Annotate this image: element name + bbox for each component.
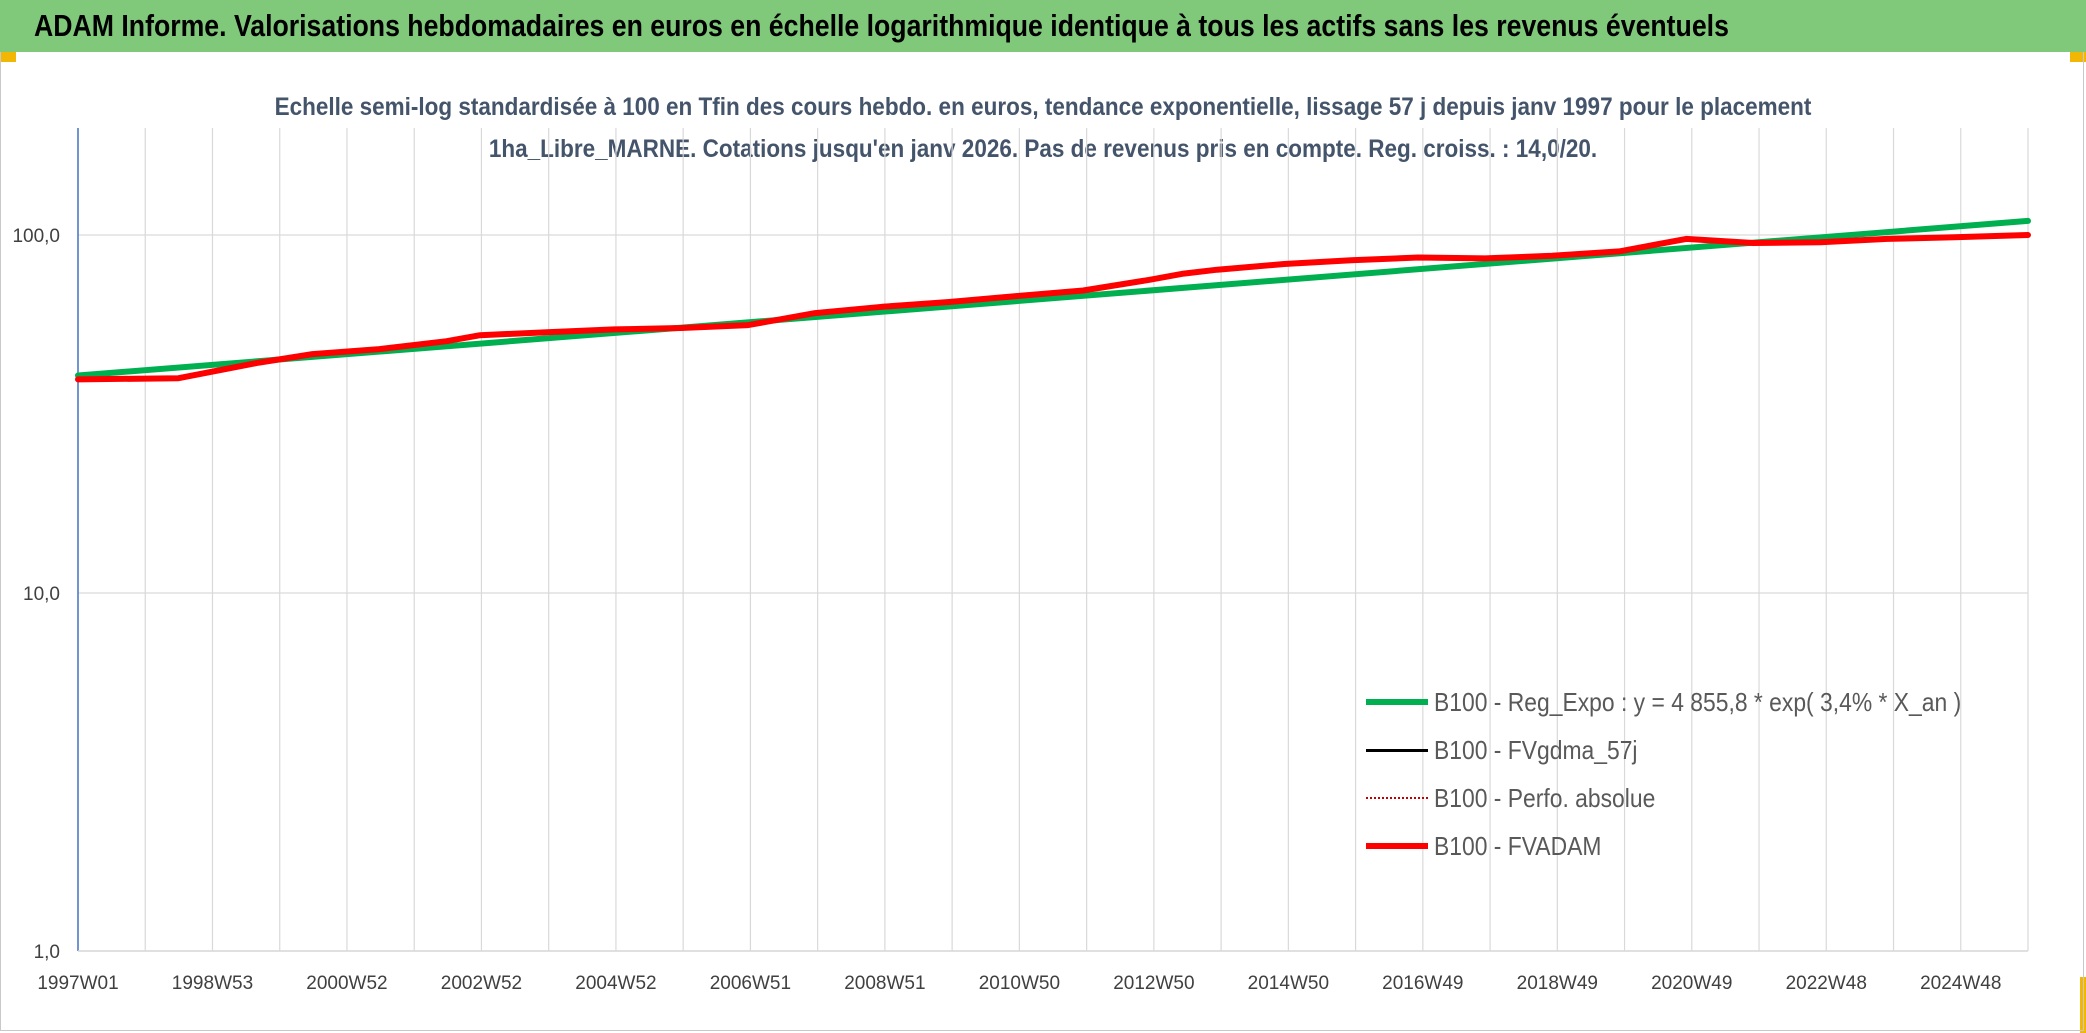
- x-tick-label: 2004W52: [575, 973, 656, 994]
- legend-label-perfo-absolue: B100 - Perfo. absolue: [1434, 782, 1656, 813]
- chart-frame: [0, 52, 2084, 1031]
- y-tick-label: 10,0: [23, 584, 60, 605]
- legend-label-fvgdma: B100 - FVgdma_57j: [1434, 734, 1638, 765]
- x-tick-label: 2006W51: [710, 973, 791, 994]
- legend-label-reg-expo: B100 - Reg_Expo : y = 4 855,8 * exp( 3,4…: [1434, 686, 1962, 717]
- x-tick-label: 2024W48: [1920, 973, 2001, 994]
- chart-subtitle: Echelle semi-log standardisée à 100 en T…: [274, 93, 1812, 163]
- y-tick-label: 100,0: [12, 226, 60, 247]
- x-tick-label: 2020W49: [1651, 973, 1732, 994]
- series-line-0: [75, 217, 2031, 379]
- series-line-3: [75, 232, 2031, 383]
- legend-swatch-fvgdma: [1366, 748, 1428, 752]
- x-tick-label: 2008W51: [844, 973, 925, 994]
- series-lines: [75, 217, 2031, 383]
- corner-mark-top-right: [2070, 52, 2086, 62]
- legend-item-fvadam: B100 - FVADAM: [1366, 822, 2033, 870]
- y-tick-label: 1,0: [34, 942, 60, 963]
- corner-mark-top-left: [0, 52, 16, 62]
- x-tick-label: 2018W49: [1517, 973, 1598, 994]
- x-tick-label: 2000W52: [306, 973, 387, 994]
- chart-legend: B100 - Reg_Expo : y = 4 855,8 * exp( 3,4…: [1366, 678, 2033, 870]
- legend-swatch-reg-expo: [1366, 699, 1428, 705]
- x-tick-label: 2002W52: [441, 973, 522, 994]
- x-tick-label: 2010W50: [979, 973, 1060, 994]
- legend-item-perfo-absolue: B100 - Perfo. absolue: [1366, 774, 2033, 822]
- x-tick-label: 1997W01: [37, 973, 118, 994]
- legend-item-fvgdma: B100 - FVgdma_57j: [1366, 726, 2033, 774]
- x-tick-label: 2012W50: [1113, 973, 1194, 994]
- axes: [77, 128, 2028, 952]
- x-tick-label: 2016W49: [1382, 973, 1463, 994]
- legend-swatch-perfo-absolue: [1366, 797, 1428, 799]
- tick-labels: 1,0 10,0 100,0 1997W01 1998W53 2000W52 2002W52…: [12, 226, 2001, 994]
- x-tick-label: 2022W48: [1786, 973, 1867, 994]
- page-title: ADAM Informe. Valorisations hebdomadaire…: [34, 8, 1729, 43]
- header-bar: ADAM Informe. Valorisations hebdomadaire…: [0, 0, 2086, 52]
- legend-swatch-fvadam: [1366, 843, 1428, 849]
- x-tick-label: 2014W50: [1248, 973, 1329, 994]
- legend-item-reg-expo: B100 - Reg_Expo : y = 4 855,8 * exp( 3,4…: [1366, 678, 2033, 726]
- legend-label-fvadam: B100 - FVADAM: [1434, 830, 1602, 861]
- grid-lines: [78, 128, 2029, 952]
- x-tick-label: 1998W53: [172, 973, 253, 994]
